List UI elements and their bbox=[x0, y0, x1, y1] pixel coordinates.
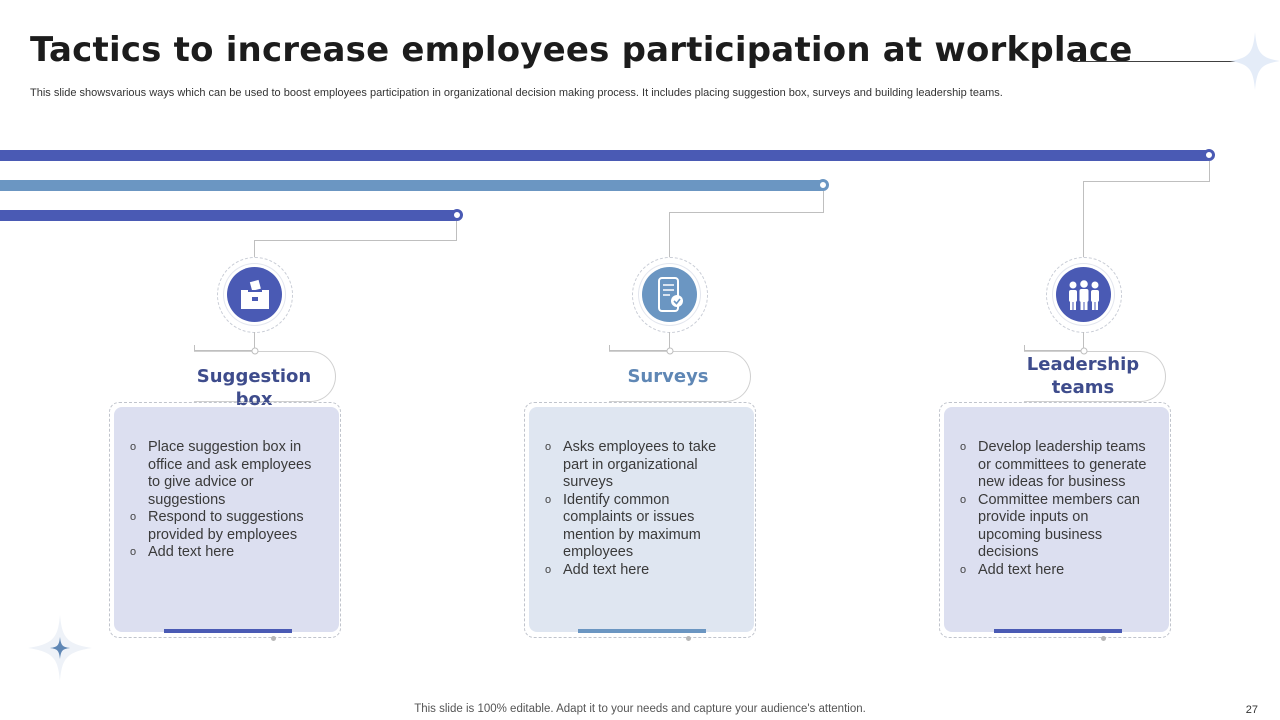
heading-tab bbox=[194, 351, 336, 402]
list-item: o Identify common complaints or issues me… bbox=[545, 491, 701, 561]
card-accent-line bbox=[164, 629, 292, 633]
connector-line bbox=[1083, 181, 1084, 258]
connector-line bbox=[1209, 161, 1210, 181]
card-anchor-dot bbox=[271, 636, 276, 641]
list-item: o Respond to suggestions provided by empl… bbox=[130, 509, 304, 543]
bullet-list: o Place suggestion box in office and ask … bbox=[130, 439, 325, 562]
tactic-card-leadership-teams: o Develop leadership teams or committees … bbox=[944, 407, 1169, 632]
card-outline bbox=[939, 402, 1171, 638]
ballot-box-icon bbox=[240, 279, 269, 309]
sparkle-star-icon bbox=[1230, 32, 1280, 90]
footer-note: This slide is 100% editable. Adapt it to… bbox=[414, 703, 866, 715]
timeline-bar-short bbox=[0, 210, 460, 221]
heading-tab bbox=[609, 351, 751, 402]
timeline-bar-long bbox=[0, 150, 1212, 161]
icon-badge-leadership bbox=[1046, 257, 1122, 333]
list-item: o Add text here bbox=[545, 561, 650, 578]
timeline-bar-long-endpoint bbox=[1203, 149, 1215, 161]
connector-line bbox=[456, 221, 457, 240]
bracket-line bbox=[1024, 345, 1025, 356]
tactic-card-surveys: o Asks employees to take part in organiza… bbox=[529, 407, 754, 632]
tactic-heading-suggestion-box: Suggestion box bbox=[196, 366, 312, 410]
icon-badge-surveys bbox=[632, 257, 708, 333]
slide-subtitle: This slide showsvarious ways which can b… bbox=[30, 87, 1003, 99]
list-item: o Add text here bbox=[130, 544, 235, 560]
tactic-card-suggestion-box: o Place suggestion box in office and ask … bbox=[114, 407, 339, 632]
bullet-list: o Develop leadership teams or committees … bbox=[960, 439, 1155, 579]
list-item: o Committee members can provide inputs on… bbox=[960, 491, 1140, 561]
tactic-heading-leadership-teams: Leadership teams bbox=[1026, 354, 1140, 398]
bracket-line bbox=[609, 345, 610, 356]
junction-dot bbox=[1080, 347, 1088, 355]
bracket-line bbox=[609, 350, 669, 351]
page-number: 27 bbox=[1245, 704, 1258, 716]
tactic-heading-surveys: Surveys bbox=[627, 366, 709, 387]
bracket-line bbox=[194, 350, 254, 351]
card-anchor-dot bbox=[686, 636, 691, 641]
bracket-line bbox=[1024, 350, 1084, 351]
list-item: o Develop leadership teams or committees … bbox=[960, 439, 1147, 490]
connector-line bbox=[669, 212, 670, 258]
card-outline bbox=[524, 402, 756, 638]
bullet-list: o Asks employees to take part in organiza… bbox=[545, 439, 740, 579]
connector-line bbox=[254, 240, 255, 258]
card-accent-line bbox=[994, 629, 1122, 633]
connector-line bbox=[669, 332, 670, 349]
card-anchor-dot bbox=[1101, 636, 1106, 641]
card-accent-line bbox=[578, 629, 706, 633]
heading-tab bbox=[1024, 351, 1166, 402]
team-icon bbox=[1068, 279, 1099, 310]
list-item: o Place suggestion box in office and ask … bbox=[130, 439, 312, 508]
list-item: o Add text here bbox=[960, 561, 1065, 578]
sparkle-star-icon bbox=[28, 615, 92, 681]
connector-line bbox=[254, 240, 457, 241]
timeline-bar-short-endpoint bbox=[451, 209, 463, 221]
slide-title: Tactics to increase employees participat… bbox=[30, 30, 1133, 70]
junction-dot bbox=[666, 347, 674, 355]
mobile-survey-icon bbox=[657, 276, 683, 312]
icon-badge-suggestion bbox=[217, 257, 293, 333]
connector-line bbox=[254, 332, 255, 349]
connector-line bbox=[1083, 332, 1084, 349]
title-rule bbox=[1073, 61, 1238, 62]
timeline-bar-medium bbox=[0, 180, 826, 191]
timeline-bar-medium-endpoint bbox=[817, 179, 829, 191]
connector-line bbox=[823, 191, 824, 212]
bracket-line bbox=[194, 345, 195, 356]
connector-line bbox=[1083, 181, 1210, 182]
list-item: o Asks employees to take part in organiza… bbox=[545, 439, 717, 490]
junction-dot bbox=[251, 347, 259, 355]
card-outline bbox=[109, 402, 341, 638]
connector-line bbox=[669, 212, 824, 213]
